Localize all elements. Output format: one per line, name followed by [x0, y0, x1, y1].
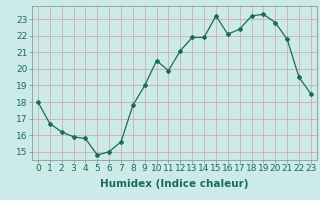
X-axis label: Humidex (Indice chaleur): Humidex (Indice chaleur) — [100, 179, 249, 189]
